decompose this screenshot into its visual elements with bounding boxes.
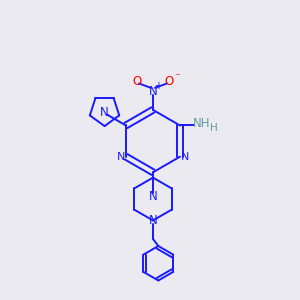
Text: N: N bbox=[116, 152, 125, 162]
Text: H: H bbox=[210, 123, 218, 133]
Text: NH: NH bbox=[193, 117, 210, 130]
Text: O: O bbox=[132, 74, 141, 88]
Text: ⁻: ⁻ bbox=[174, 73, 180, 82]
Text: N: N bbox=[100, 106, 109, 119]
Text: N: N bbox=[148, 214, 157, 227]
Text: N: N bbox=[181, 152, 190, 162]
Text: N: N bbox=[148, 190, 157, 203]
Text: N: N bbox=[148, 85, 157, 98]
Text: +: + bbox=[154, 81, 162, 92]
Text: O: O bbox=[165, 74, 174, 88]
